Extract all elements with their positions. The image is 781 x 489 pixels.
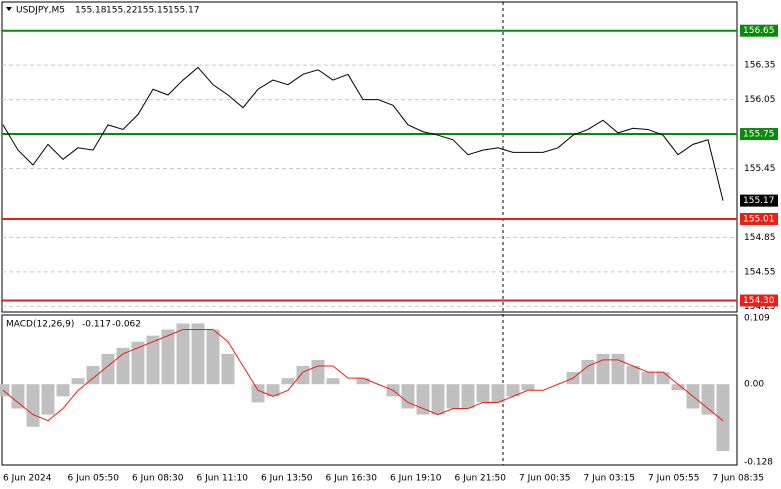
macd-bar <box>146 335 160 385</box>
indicator-value: -0.117 <box>82 320 111 330</box>
price-panel <box>1 1 738 313</box>
price-box <box>740 194 778 207</box>
macd-bar <box>71 378 85 385</box>
macd-bar <box>446 384 460 409</box>
macd-bar <box>221 353 235 385</box>
macd-bar <box>326 378 340 385</box>
x-tick-label: 7 Jun 03:15 <box>584 474 635 484</box>
x-tick-label: 7 Jun 00:35 <box>519 474 570 484</box>
macd-bar <box>626 366 640 385</box>
level-label: 156.65 <box>743 26 775 36</box>
macd-bar <box>101 353 115 385</box>
macd-bar <box>281 378 295 385</box>
macd-bar <box>506 384 520 397</box>
macd-bar <box>161 329 175 385</box>
level-label-box <box>740 24 778 37</box>
y-tick-label: 154.85 <box>744 233 776 243</box>
macd-bar <box>701 384 715 415</box>
x-tick-label: 6 Jun 2024 <box>3 474 52 484</box>
macd-bar <box>716 384 730 452</box>
macd-bar <box>431 384 445 415</box>
y-tick-label: 154.55 <box>744 267 776 277</box>
macd-bar <box>131 341 145 385</box>
x-tick-label: 7 Jun 05:55 <box>648 474 699 484</box>
macd-bar <box>116 347 130 385</box>
x-tick-label: 6 Jun 13:50 <box>261 474 313 484</box>
macd-bar <box>251 384 265 403</box>
level-label-box <box>740 128 778 141</box>
macd-bar <box>476 384 490 403</box>
indicator-value: -0.062 <box>112 320 141 330</box>
x-tick-label: 6 Jun 19:10 <box>390 474 442 484</box>
macd-bar <box>56 384 70 397</box>
price-line <box>2 66 724 201</box>
y-tick-label: 156.35 <box>744 61 776 71</box>
macd-bar <box>521 384 535 391</box>
ohlc-value: 155.15 <box>137 6 169 16</box>
y-tick-label: 0.109 <box>744 314 770 324</box>
macd-bar <box>461 384 475 409</box>
macd-bar <box>11 384 25 409</box>
macd-bar <box>311 359 325 385</box>
menu-icon <box>6 7 12 11</box>
macd-bar <box>41 384 55 415</box>
y-tick-label: 155.45 <box>744 164 776 174</box>
macd-bar <box>611 353 625 385</box>
macd-bar <box>641 372 655 385</box>
macd-bar <box>596 353 610 385</box>
symbol: USDJPY,M5 <box>16 6 65 16</box>
macd-bar <box>401 384 415 409</box>
macd-panel <box>1 314 738 466</box>
macd-bar <box>296 366 310 385</box>
x-tick-label: 6 Jun 16:30 <box>326 474 378 484</box>
x-tick-label: 6 Jun 05:50 <box>68 474 120 484</box>
macd-bar <box>86 366 100 385</box>
x-tick-label: 6 Jun 21:50 <box>455 474 507 484</box>
level-label: 154.30 <box>743 296 775 306</box>
macd-bar <box>191 323 205 385</box>
ohlc-value: 155.17 <box>168 6 200 16</box>
y-tick-label: 154.25 <box>744 302 776 312</box>
y-tick-label: -0.128 <box>744 458 773 468</box>
macd-bar <box>356 378 370 385</box>
x-tick-label: 6 Jun 08:30 <box>132 474 184 484</box>
ohlc-value: 155.22 <box>106 6 138 16</box>
macd-bar <box>176 323 190 385</box>
level-label-box <box>740 213 778 225</box>
level-label: 155.01 <box>743 215 775 225</box>
y-tick-label: 156.05 <box>744 95 776 105</box>
macd-bar <box>491 384 505 403</box>
macd-bar <box>26 384 40 427</box>
level-label-box <box>740 294 778 307</box>
macd-bar <box>0 384 10 397</box>
signal-line <box>2 329 724 422</box>
macd-bar <box>206 329 220 385</box>
macd-bar <box>656 372 670 385</box>
indicator-title: MACD(12,26,9) <box>6 320 74 330</box>
level-label: 155.75 <box>743 130 775 140</box>
current-price: 155.17 <box>743 196 775 206</box>
ohlc-value: 155.18 <box>75 6 107 16</box>
macd-bar <box>266 384 280 397</box>
x-tick-label: 6 Jun 11:10 <box>197 474 249 484</box>
y-tick-label: 0.00 <box>744 380 764 390</box>
x-tick-label: 7 Jun 08:35 <box>713 474 764 484</box>
macd-bar <box>581 359 595 385</box>
macd-bar <box>671 384 685 391</box>
